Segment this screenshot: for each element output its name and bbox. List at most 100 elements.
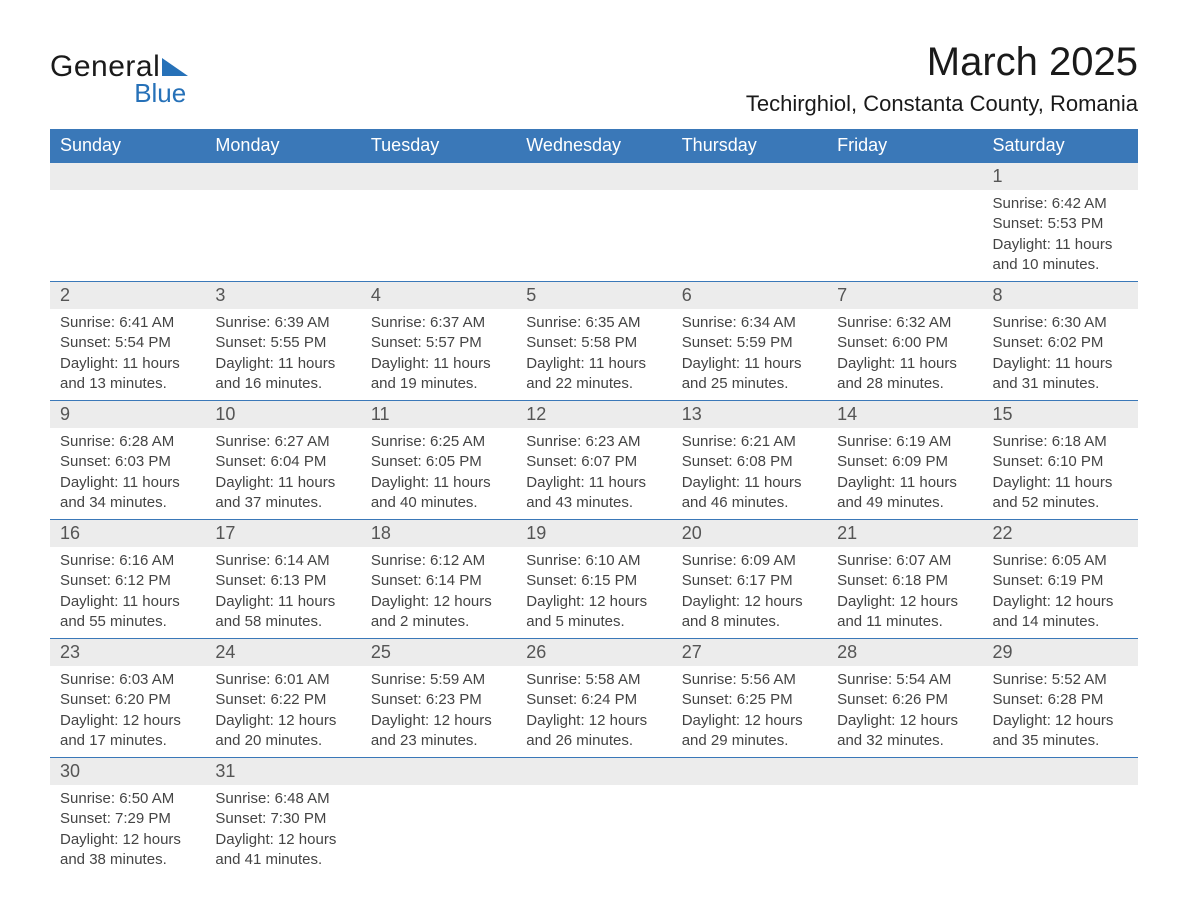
day-number bbox=[516, 163, 671, 169]
sunset-line: Sunset: 6:12 PM bbox=[60, 571, 195, 591]
day-number: 12 bbox=[516, 401, 671, 428]
sunrise-line: Sunrise: 6:30 AM bbox=[993, 313, 1128, 333]
sunrise-line: Sunrise: 6:05 AM bbox=[993, 551, 1128, 571]
day-cell-body bbox=[672, 190, 827, 200]
day-cell-body: Sunrise: 6:21 AMSunset: 6:08 PMDaylight:… bbox=[672, 428, 827, 519]
daylight-line: Daylight: 12 hours and 20 minutes. bbox=[215, 711, 350, 752]
sunrise-line: Sunrise: 6:50 AM bbox=[60, 789, 195, 809]
day-cell-body: Sunrise: 6:12 AMSunset: 6:14 PMDaylight:… bbox=[361, 547, 516, 638]
day-cell: Sunrise: 6:32 AMSunset: 6:00 PMDaylight:… bbox=[827, 309, 982, 401]
day-cell-body bbox=[361, 190, 516, 200]
day-cell: Sunrise: 5:58 AMSunset: 6:24 PMDaylight:… bbox=[516, 666, 671, 758]
week-row: Sunrise: 6:16 AMSunset: 6:12 PMDaylight:… bbox=[50, 547, 1138, 639]
weekday-header: Friday bbox=[827, 129, 982, 163]
daylight-line: Daylight: 11 hours and 55 minutes. bbox=[60, 592, 195, 633]
weekday-header: Sunday bbox=[50, 129, 205, 163]
day-number: 15 bbox=[983, 401, 1138, 428]
day-cell: Sunrise: 6:37 AMSunset: 5:57 PMDaylight:… bbox=[361, 309, 516, 401]
day-cell-body: Sunrise: 5:58 AMSunset: 6:24 PMDaylight:… bbox=[516, 666, 671, 757]
day-cell-body: Sunrise: 6:32 AMSunset: 6:00 PMDaylight:… bbox=[827, 309, 982, 400]
day-cell-body bbox=[516, 190, 671, 200]
day-number: 29 bbox=[983, 639, 1138, 666]
daylight-line: Daylight: 12 hours and 23 minutes. bbox=[371, 711, 506, 752]
daynum-row: 9101112131415 bbox=[50, 401, 1138, 429]
day-number: 9 bbox=[50, 401, 205, 428]
day-cell: Sunrise: 6:30 AMSunset: 6:02 PMDaylight:… bbox=[983, 309, 1138, 401]
day-cell: Sunrise: 6:10 AMSunset: 6:15 PMDaylight:… bbox=[516, 547, 671, 639]
sunrise-line: Sunrise: 6:10 AM bbox=[526, 551, 661, 571]
sunrise-line: Sunrise: 6:23 AM bbox=[526, 432, 661, 452]
sunrise-line: Sunrise: 5:56 AM bbox=[682, 670, 817, 690]
daylight-line: Daylight: 11 hours and 40 minutes. bbox=[371, 473, 506, 514]
day-cell bbox=[205, 190, 360, 282]
day-number-cell: 6 bbox=[672, 282, 827, 310]
sunrise-line: Sunrise: 6:35 AM bbox=[526, 313, 661, 333]
daylight-line: Daylight: 11 hours and 37 minutes. bbox=[215, 473, 350, 514]
day-cell: Sunrise: 6:05 AMSunset: 6:19 PMDaylight:… bbox=[983, 547, 1138, 639]
day-cell bbox=[361, 785, 516, 876]
day-cell-body bbox=[827, 785, 982, 795]
day-number-cell: 7 bbox=[827, 282, 982, 310]
day-cell-body: Sunrise: 6:23 AMSunset: 6:07 PMDaylight:… bbox=[516, 428, 671, 519]
day-number-cell: 29 bbox=[983, 639, 1138, 667]
day-cell-body: Sunrise: 6:39 AMSunset: 5:55 PMDaylight:… bbox=[205, 309, 360, 400]
sunrise-line: Sunrise: 6:16 AM bbox=[60, 551, 195, 571]
day-cell bbox=[50, 190, 205, 282]
daylight-line: Daylight: 12 hours and 41 minutes. bbox=[215, 830, 350, 871]
day-number: 3 bbox=[205, 282, 360, 309]
day-number bbox=[983, 758, 1138, 764]
day-cell: Sunrise: 5:52 AMSunset: 6:28 PMDaylight:… bbox=[983, 666, 1138, 758]
week-row: Sunrise: 6:50 AMSunset: 7:29 PMDaylight:… bbox=[50, 785, 1138, 876]
day-cell: Sunrise: 5:54 AMSunset: 6:26 PMDaylight:… bbox=[827, 666, 982, 758]
day-cell-body bbox=[827, 190, 982, 200]
day-cell: Sunrise: 6:50 AMSunset: 7:29 PMDaylight:… bbox=[50, 785, 205, 876]
day-number: 1 bbox=[983, 163, 1138, 190]
sunrise-line: Sunrise: 6:48 AM bbox=[215, 789, 350, 809]
day-cell-body: Sunrise: 6:10 AMSunset: 6:15 PMDaylight:… bbox=[516, 547, 671, 638]
day-cell-body: Sunrise: 6:41 AMSunset: 5:54 PMDaylight:… bbox=[50, 309, 205, 400]
day-number-cell: 31 bbox=[205, 758, 360, 786]
day-number-cell: 12 bbox=[516, 401, 671, 429]
day-number bbox=[361, 758, 516, 764]
day-number bbox=[827, 758, 982, 764]
day-number: 14 bbox=[827, 401, 982, 428]
sunrise-line: Sunrise: 5:52 AM bbox=[993, 670, 1128, 690]
day-number-cell: 24 bbox=[205, 639, 360, 667]
daylight-line: Daylight: 11 hours and 19 minutes. bbox=[371, 354, 506, 395]
day-cell bbox=[827, 785, 982, 876]
day-cell: Sunrise: 6:19 AMSunset: 6:09 PMDaylight:… bbox=[827, 428, 982, 520]
day-number-cell bbox=[361, 163, 516, 191]
day-number-cell: 18 bbox=[361, 520, 516, 548]
day-cell: Sunrise: 6:27 AMSunset: 6:04 PMDaylight:… bbox=[205, 428, 360, 520]
sunset-line: Sunset: 5:53 PM bbox=[993, 214, 1128, 234]
day-number-cell: 23 bbox=[50, 639, 205, 667]
day-number-cell: 2 bbox=[50, 282, 205, 310]
title-block: March 2025 Techirghiol, Constanta County… bbox=[746, 40, 1138, 117]
sunrise-line: Sunrise: 6:19 AM bbox=[837, 432, 972, 452]
daylight-line: Daylight: 11 hours and 22 minutes. bbox=[526, 354, 661, 395]
day-cell-body: Sunrise: 5:59 AMSunset: 6:23 PMDaylight:… bbox=[361, 666, 516, 757]
sunrise-line: Sunrise: 6:32 AM bbox=[837, 313, 972, 333]
sunrise-line: Sunrise: 6:37 AM bbox=[371, 313, 506, 333]
day-number: 18 bbox=[361, 520, 516, 547]
day-cell-body: Sunrise: 6:35 AMSunset: 5:58 PMDaylight:… bbox=[516, 309, 671, 400]
daylight-line: Daylight: 11 hours and 58 minutes. bbox=[215, 592, 350, 633]
day-number bbox=[516, 758, 671, 764]
daylight-line: Daylight: 11 hours and 46 minutes. bbox=[682, 473, 817, 514]
daylight-line: Daylight: 11 hours and 10 minutes. bbox=[993, 235, 1128, 276]
location-subtitle: Techirghiol, Constanta County, Romania bbox=[746, 91, 1138, 117]
day-cell-body: Sunrise: 5:52 AMSunset: 6:28 PMDaylight:… bbox=[983, 666, 1138, 757]
sunset-line: Sunset: 5:58 PM bbox=[526, 333, 661, 353]
day-number-cell: 3 bbox=[205, 282, 360, 310]
day-cell: Sunrise: 6:25 AMSunset: 6:05 PMDaylight:… bbox=[361, 428, 516, 520]
day-cell-body: Sunrise: 6:05 AMSunset: 6:19 PMDaylight:… bbox=[983, 547, 1138, 638]
day-cell-body: Sunrise: 6:37 AMSunset: 5:57 PMDaylight:… bbox=[361, 309, 516, 400]
daylight-line: Daylight: 11 hours and 16 minutes. bbox=[215, 354, 350, 395]
day-number-cell bbox=[827, 163, 982, 191]
daynum-row: 23242526272829 bbox=[50, 639, 1138, 667]
triangle-icon bbox=[162, 58, 188, 76]
sunset-line: Sunset: 5:57 PM bbox=[371, 333, 506, 353]
day-number-cell: 17 bbox=[205, 520, 360, 548]
day-cell-body bbox=[50, 190, 205, 200]
weekday-header: Monday bbox=[205, 129, 360, 163]
